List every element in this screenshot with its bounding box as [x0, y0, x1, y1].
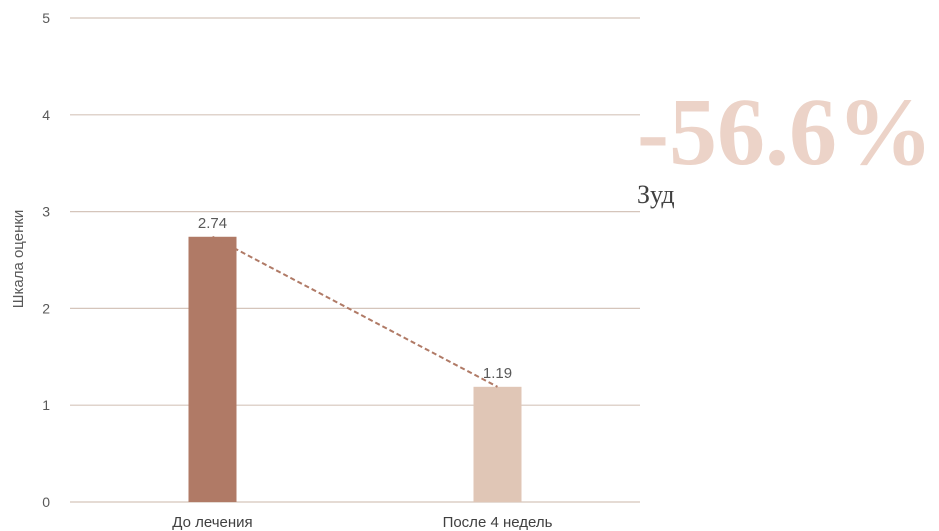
x-category-label: До лечения: [172, 514, 252, 531]
x-category-label: После 4 недель: [443, 514, 553, 531]
y-axis-ticks: 0 1 2 3 4 5: [42, 10, 50, 510]
bar: [188, 236, 237, 502]
y-tick-label: 2: [42, 300, 50, 316]
data-label: 2.74: [198, 215, 227, 232]
metric-label: Зуд: [637, 180, 675, 209]
y-tick-label: 0: [42, 494, 50, 510]
x-axis-categories: До лечения После 4 недель: [172, 514, 552, 531]
bar: [473, 386, 522, 502]
y-tick-label: 4: [42, 107, 50, 123]
y-tick-label: 3: [42, 204, 50, 220]
y-tick-label: 5: [42, 10, 50, 26]
trend-line: [212, 235, 498, 388]
bars: [188, 236, 522, 502]
trend-segment: [212, 235, 498, 388]
y-tick-label: 1: [42, 397, 50, 413]
data-label: 1.19: [483, 365, 512, 382]
data-labels: 2.74 1.19: [198, 215, 512, 382]
y-axis-label: Шкала оценки: [10, 210, 27, 309]
percent-change: -56.6%: [637, 78, 933, 185]
gridlines: [70, 17, 640, 503]
